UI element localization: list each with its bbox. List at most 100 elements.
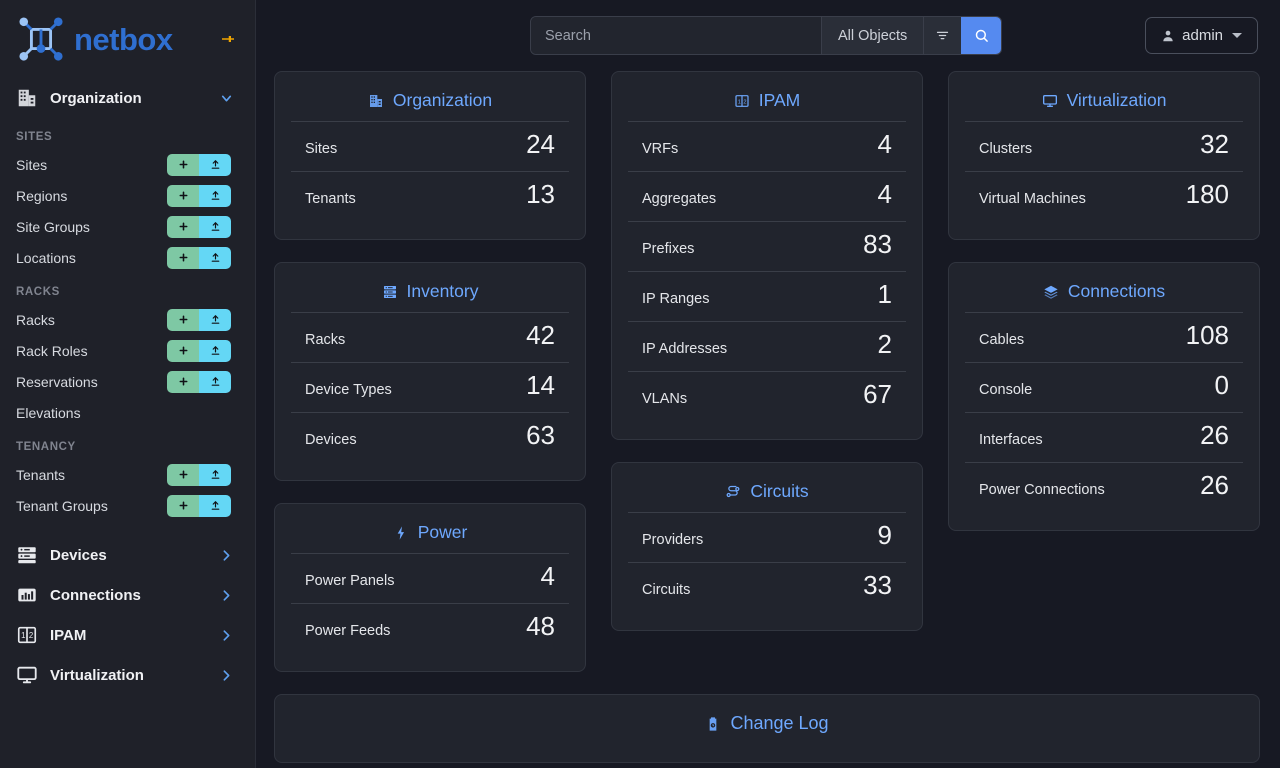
sidebar-group-label: Devices [50,546,107,564]
stat-label: Power Panels [305,573,395,589]
brand[interactable]: netbox [0,0,255,78]
stat-value: 0 [1214,370,1229,400]
add-button[interactable] [167,184,199,207]
stat-value: 67 [863,379,892,409]
import-button[interactable] [199,153,231,176]
card-title[interactable]: Virtualization [965,86,1243,121]
card-title[interactable]: Inventory [291,277,569,312]
stat-row[interactable]: Clusters 32 [965,121,1243,171]
sidebar-item-tenants[interactable]: Tenants [0,459,255,490]
stat-row[interactable]: Cables 108 [965,312,1243,362]
card-title[interactable]: Organization [291,86,569,121]
sidebar-item-label: Racks [16,311,55,328]
sidebar-item-tenant-groups[interactable]: Tenant Groups [0,490,255,521]
sidebar-item-reservations[interactable]: Reservations [0,366,255,397]
sidebar-group-organization[interactable]: Organization [0,78,255,118]
pin-icon[interactable] [219,30,237,48]
sidebar-group-connections[interactable]: Connections [0,575,255,615]
add-button[interactable] [167,463,199,486]
stat-label: Power Connections [979,482,1105,498]
stat-row[interactable]: Sites 24 [291,121,569,171]
stat-label: Racks [305,332,346,348]
stat-value: 32 [1200,129,1229,159]
stat-row[interactable]: Power Connections 26 [965,462,1243,512]
sidebar-item-rack-roles[interactable]: Rack Roles [0,335,255,366]
stat-row[interactable]: Power Feeds 48 [291,603,569,653]
sidebar-group-label: Organization [50,89,142,107]
sidebar-section-title: Racks [16,286,60,298]
stat-row[interactable]: Device Types 14 [291,362,569,412]
sidebar-group-label: IPAM [50,626,87,644]
sidebar-item-regions[interactable]: Regions [0,180,255,211]
import-button[interactable] [199,308,231,331]
add-button[interactable] [167,153,199,176]
building-icon [16,87,38,109]
add-button[interactable] [167,246,199,269]
import-button[interactable] [199,339,231,362]
stat-label: Tenants [305,191,356,207]
stat-row[interactable]: Providers 9 [628,512,906,562]
quick-action-buttons [167,494,231,517]
stat-row[interactable]: Tenants 13 [291,171,569,221]
dashboard-column-middle: 1 2 IPAM VRFs 4 Aggregates 4 Prefixes 83 IP Range… [611,71,923,631]
search-icon[interactable] [961,17,1002,54]
card-title-label: IPAM [758,90,801,110]
card-inventory: Inventory Racks 42 Device Types 14 Devices 63 [274,262,586,481]
building-icon [368,93,384,109]
stat-row[interactable]: Prefixes 83 [628,221,906,271]
stat-row[interactable]: Power Panels 4 [291,553,569,603]
stat-row[interactable]: IP Addresses 2 [628,321,906,371]
stat-row[interactable]: Aggregates 4 [628,171,906,221]
sidebar-item-label: Rack Roles [16,342,88,359]
add-button[interactable] [167,494,199,517]
sidebar-item-racks[interactable]: Racks [0,304,255,335]
import-button[interactable] [199,370,231,393]
card-title[interactable]: Circuits [628,477,906,512]
import-button[interactable] [199,184,231,207]
sidebar-item-locations[interactable]: Locations [0,242,255,273]
add-button[interactable] [167,339,199,362]
stat-row[interactable]: VLANs 67 [628,371,906,421]
stat-row[interactable]: Virtual Machines 180 [965,171,1243,221]
stat-row[interactable]: Devices 63 [291,412,569,462]
card-title[interactable]: 1 2 IPAM [628,86,906,121]
svg-text:1: 1 [737,99,740,105]
import-button[interactable] [199,494,231,517]
sidebar-group-virtualization[interactable]: Virtualization [0,655,255,695]
sidebar-group-ipam[interactable]: 1 2 IPAM [0,615,255,655]
sidebar-item-sites[interactable]: Sites [0,149,255,180]
stat-row[interactable]: Circuits 33 [628,562,906,612]
stat-row[interactable]: VRFs 4 [628,121,906,171]
quick-action-buttons [167,308,231,331]
add-button[interactable] [167,370,199,393]
sidebar-item-elevations[interactable]: Elevations [0,397,255,428]
stat-row[interactable]: Racks 42 [291,312,569,362]
main-area: All Objects admin [256,0,1280,768]
search-scope-select[interactable]: All Objects [821,17,924,54]
quick-action-buttons [167,463,231,486]
sidebar-item-site-groups[interactable]: Site Groups [0,211,255,242]
top-bar: All Objects admin [256,0,1280,71]
card-title[interactable]: Connections [965,277,1243,312]
stat-label: Interfaces [979,432,1043,448]
stat-value: 108 [1185,320,1229,350]
stat-row[interactable]: Console 0 [965,362,1243,412]
stat-row[interactable]: IP Ranges 1 [628,271,906,321]
card-title[interactable]: Change Log [291,709,1243,744]
user-menu-button[interactable]: admin [1145,17,1258,54]
sidebar-group-devices[interactable]: Devices [0,535,255,575]
import-button[interactable] [199,215,231,238]
import-button[interactable] [199,463,231,486]
card-title-label: Inventory [406,281,479,301]
stat-row[interactable]: Interfaces 26 [965,412,1243,462]
quick-action-buttons [167,339,231,362]
card-title-label: Virtualization [1066,90,1167,110]
add-button[interactable] [167,308,199,331]
stat-label: Devices [305,432,357,448]
search-input[interactable] [531,17,821,54]
add-button[interactable] [167,215,199,238]
filter-icon[interactable] [923,17,962,54]
card-title[interactable]: Power [291,518,569,553]
sidebar-item-label: Tenant Groups [16,497,108,514]
import-button[interactable] [199,246,231,269]
